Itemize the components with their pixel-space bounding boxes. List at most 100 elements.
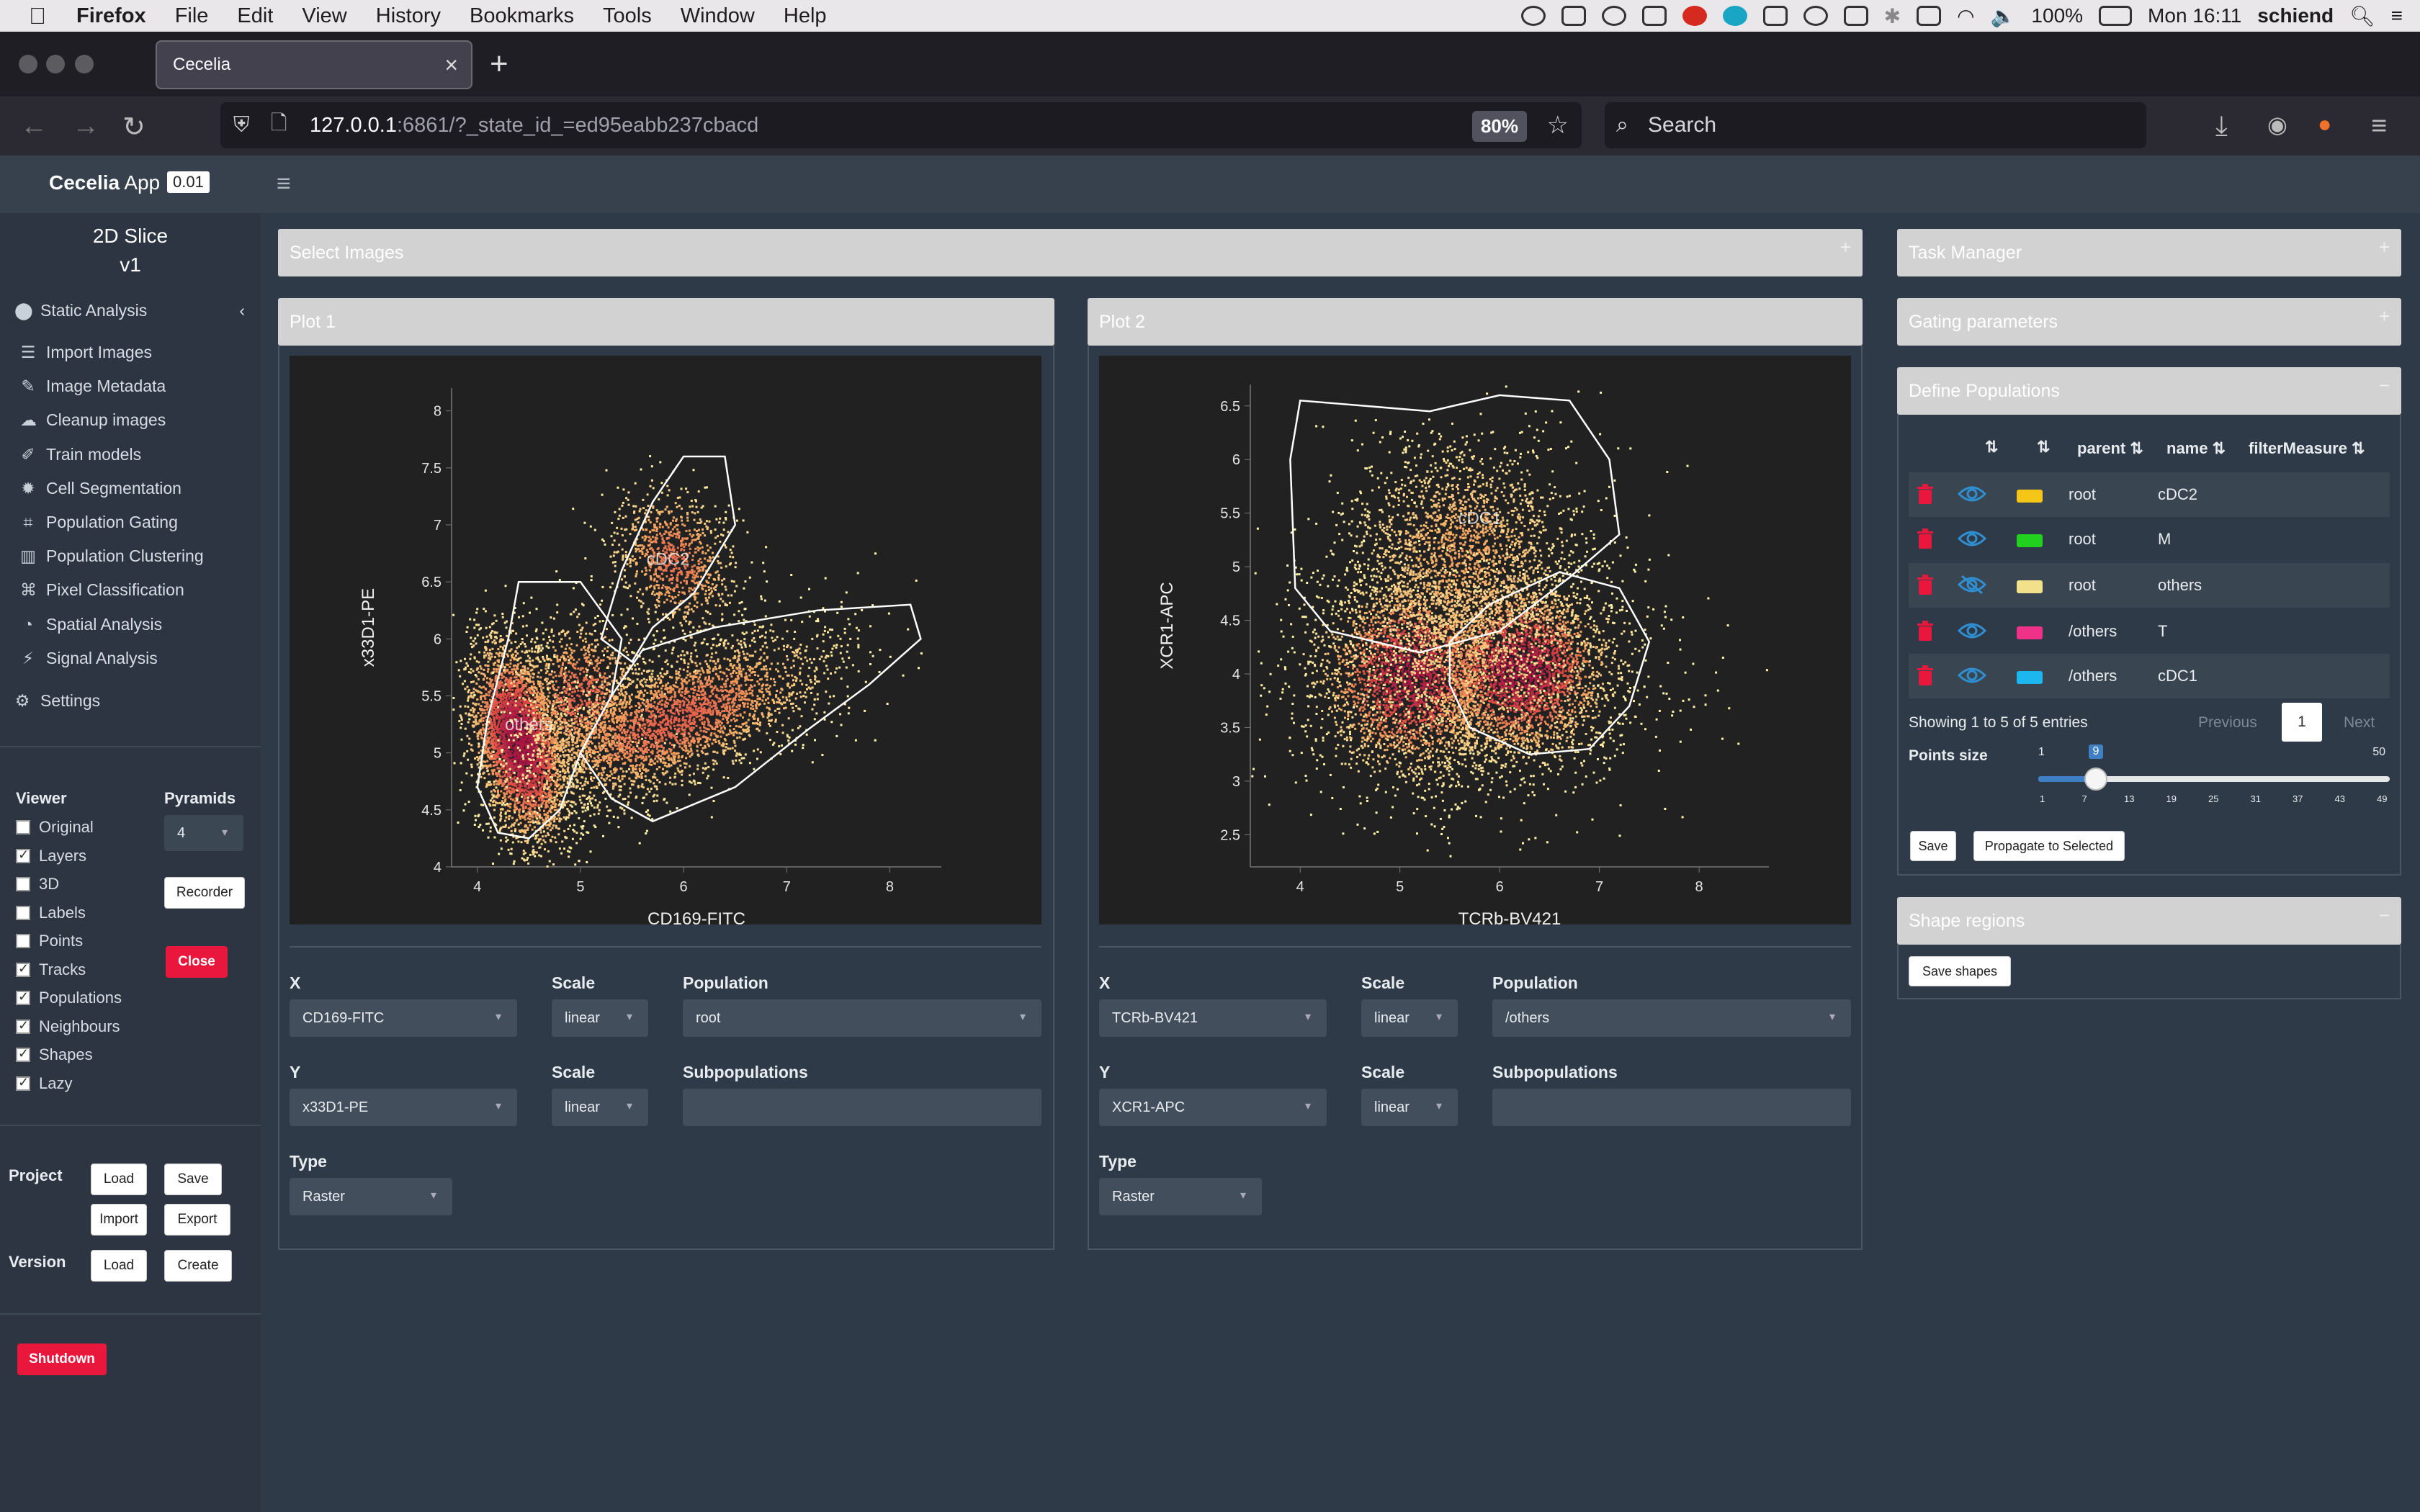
window-zoom-button[interactable] (75, 55, 94, 73)
select-images-header[interactable]: Select Images + (278, 229, 1863, 276)
version-load-button[interactable]: Load (91, 1250, 147, 1282)
sidebar-item-cell-segmentation[interactable]: ✹ Cell Segmentation (20, 479, 182, 498)
download-icon[interactable]: ⤓ (2215, 111, 2228, 141)
status-icon[interactable] (1520, 6, 1546, 26)
checkbox-box[interactable] (16, 877, 30, 891)
sidebar-item-cleanup-images[interactable]: ☁ Cleanup images (20, 410, 166, 430)
volume-icon[interactable]: 🔈 (1990, 4, 2016, 27)
sidebar-item-settings[interactable]: ⚙ Settings (14, 691, 100, 711)
checkbox-box[interactable] (16, 847, 30, 863)
tab-close-icon[interactable]: × (444, 52, 458, 78)
checkbox-lazy[interactable]: Lazy (16, 1074, 72, 1093)
checkbox-populations[interactable]: Populations (16, 989, 122, 1007)
data-point (611, 614, 614, 616)
close-button[interactable]: Close (166, 946, 228, 978)
window-close-button[interactable] (19, 55, 37, 73)
search-input[interactable]: ⌕ Search (1605, 102, 2146, 148)
expand-icon[interactable]: + (1839, 236, 1851, 258)
keyboard-icon[interactable] (1917, 6, 1942, 26)
menu-edit[interactable]: Edit (220, 4, 273, 27)
chevron-left-icon[interactable]: ‹ (239, 301, 245, 320)
checkbox-3d[interactable]: 3D (16, 875, 59, 894)
window-minimize-button[interactable] (46, 55, 65, 73)
project-import-button[interactable]: Import (91, 1204, 147, 1236)
data-point (490, 699, 493, 702)
project-load-button[interactable]: Load (91, 1164, 147, 1195)
zoom-level[interactable]: 80% (1471, 111, 1527, 142)
sidebar-section-static-analysis[interactable]: ⬤ Static Analysis ‹ (14, 301, 245, 320)
spotlight-icon[interactable]: 🔍︎ (2349, 4, 2375, 27)
version-create-button[interactable]: Create (164, 1250, 232, 1282)
checkbox-box[interactable] (16, 906, 30, 920)
recorder-button[interactable]: Recorder (164, 877, 245, 909)
extension-icon[interactable]: ◉ (2267, 112, 2287, 138)
checkbox-original[interactable]: Original (16, 818, 94, 837)
status-icon[interactable] (1561, 6, 1586, 26)
bookmark-star-icon[interactable]: ☆ (1546, 112, 1569, 139)
sidebar-item-spatial-analysis[interactable]: ◔ Spatial Analysis (20, 615, 162, 634)
apple-icon[interactable]:  (0, 3, 62, 30)
status-icon[interactable] (1601, 6, 1626, 26)
checkbox-box[interactable] (16, 934, 30, 948)
extension-icon[interactable]: ● (2318, 111, 2332, 137)
menu-view[interactable]: View (284, 4, 346, 27)
checkbox-layers[interactable]: Layers (16, 847, 86, 865)
sidebar-item-pixel-classification[interactable]: ⌘ Pixel Classification (20, 580, 184, 600)
checkbox-box[interactable] (16, 989, 30, 1005)
menu-history[interactable]: History (358, 4, 441, 27)
sidebar-item-import-images[interactable]: ☰ Import Images (20, 343, 152, 362)
checkbox-tracks[interactable]: Tracks (16, 960, 86, 979)
status-icon[interactable] (1682, 6, 1707, 26)
app-menu-icon[interactable]: ≡ (2371, 111, 2388, 141)
checkbox-box[interactable] (16, 1046, 30, 1062)
reload-icon[interactable]: ↻ (122, 112, 145, 143)
plot1-header[interactable]: Plot 1 (278, 298, 1054, 346)
checkbox-box[interactable] (16, 1075, 30, 1091)
sidebar-item-image-metadata[interactable]: ✎ Image Metadata (20, 377, 166, 396)
menu-window[interactable]: Window (663, 4, 755, 27)
checkbox-shapes[interactable]: Shapes (16, 1045, 93, 1064)
page-icon[interactable]: 🗋 (271, 112, 287, 134)
plot1-svg[interactable]: 4 5 6 7 844.555.566.577.58CD169-FITCx33D1-PE… (290, 356, 1041, 929)
project-export-button[interactable]: Export (164, 1204, 230, 1236)
control-center-icon[interactable]: ≡ (2390, 4, 2403, 27)
project-save-button[interactable]: Save (164, 1164, 222, 1195)
checkbox-neighbours[interactable]: Neighbours (16, 1017, 120, 1036)
forward-icon[interactable]: → (72, 111, 99, 141)
wifi-icon[interactable]: ◠ (1957, 4, 1975, 27)
new-tab-icon[interactable]: + (490, 46, 508, 81)
status-icon[interactable] (1762, 6, 1788, 26)
status-icon[interactable] (1641, 6, 1667, 26)
battery-icon[interactable] (2099, 6, 2133, 26)
menu-bookmarks[interactable]: Bookmarks (452, 4, 574, 27)
airplay-icon[interactable] (1843, 6, 1868, 26)
shield-icon[interactable]: ⛨ (233, 113, 250, 137)
menu-app-name[interactable]: Firefox (59, 4, 146, 27)
browser-tab[interactable]: Cecelia × (156, 40, 472, 89)
pyramids-select[interactable]: 4 ▾ (164, 815, 243, 851)
back-icon[interactable]: ← (20, 111, 48, 141)
checkbox-box[interactable] (16, 1018, 30, 1034)
shutdown-button[interactable]: Shutdown (17, 1344, 107, 1375)
url-bar[interactable]: ⛨ 🗋 127.0.0.1 :6861/?_state_id_=ed95eabb… (220, 102, 1582, 148)
menu-file[interactable]: File (157, 4, 209, 27)
menu-help[interactable]: Help (766, 4, 827, 27)
plot1-chart[interactable]: 4 5 6 7 8 4 4.5 5 5.5 6 6.5 7 7.5 8 CD169-FITC x33D1-PE… (290, 356, 1041, 929)
sidebar-item-population-clustering[interactable]: ▥ Population Clustering (20, 546, 204, 566)
checkbox-box[interactable] (16, 820, 30, 834)
hamburger-icon[interactable]: ≡ (277, 170, 291, 197)
app-brand[interactable]: Cecelia App (49, 171, 160, 194)
time-machine-icon[interactable] (1803, 6, 1828, 26)
checkbox-points[interactable]: Points (16, 932, 83, 950)
menu-tools[interactable]: Tools (586, 4, 652, 27)
sidebar-item-signal-analysis[interactable]: ⚡︎ Signal Analysis (20, 649, 158, 668)
status-icon[interactable] (1722, 6, 1747, 26)
checkbox-box[interactable] (16, 961, 30, 977)
data-point (529, 780, 532, 783)
sidebar-item-population-gating[interactable]: ⌗ Population Gating (20, 513, 178, 532)
sidebar-item-train-models[interactable]: ✐ Train models (20, 445, 141, 464)
clock[interactable]: Mon 16:11 (2148, 4, 2242, 27)
bluetooth-icon[interactable]: ✱ (1883, 4, 1901, 27)
user-name[interactable]: schiend (2257, 4, 2334, 27)
checkbox-labels[interactable]: Labels (16, 904, 86, 922)
